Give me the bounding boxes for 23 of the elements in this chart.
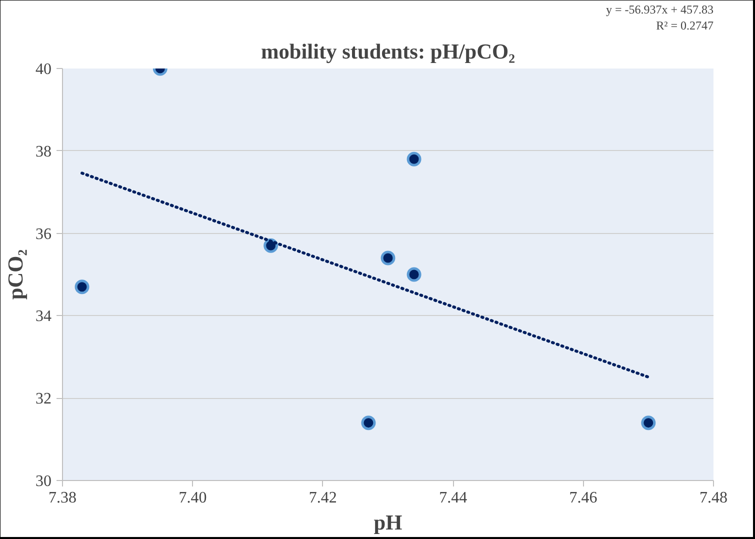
- point: [406, 267, 422, 282]
- chart-title: mobility students: pH/pCO₂: [260, 40, 516, 64]
- x-tick-label: 7.42: [308, 490, 337, 506]
- x-tick-label: 7.48: [700, 490, 728, 506]
- y-tick-label: 36: [36, 226, 52, 243]
- point: [380, 250, 396, 266]
- y-tick-label: 30: [36, 473, 52, 490]
- x-tick-label: 7.46: [569, 490, 598, 506]
- text: R² = 0.2747: [656, 18, 714, 32]
- point: [361, 416, 376, 430]
- y-tick-label: 38: [36, 143, 52, 160]
- y-tick-label: 40: [36, 61, 52, 78]
- point: [74, 280, 90, 294]
- y-tick-label: 32: [36, 390, 52, 408]
- x-tick-label: 7.44: [439, 490, 468, 506]
- text: y = -56.937x + 457.83: [606, 2, 714, 16]
- point: [641, 416, 656, 430]
- point: [406, 152, 422, 166]
- y-axis-title: pCO₂: [4, 249, 28, 300]
- y-tick-label: 34: [36, 308, 52, 326]
- x-tick-label: 7.40: [178, 490, 207, 506]
- x-axis-title: pH: [374, 510, 403, 534]
- x-tick-label: 7.38: [48, 490, 76, 506]
